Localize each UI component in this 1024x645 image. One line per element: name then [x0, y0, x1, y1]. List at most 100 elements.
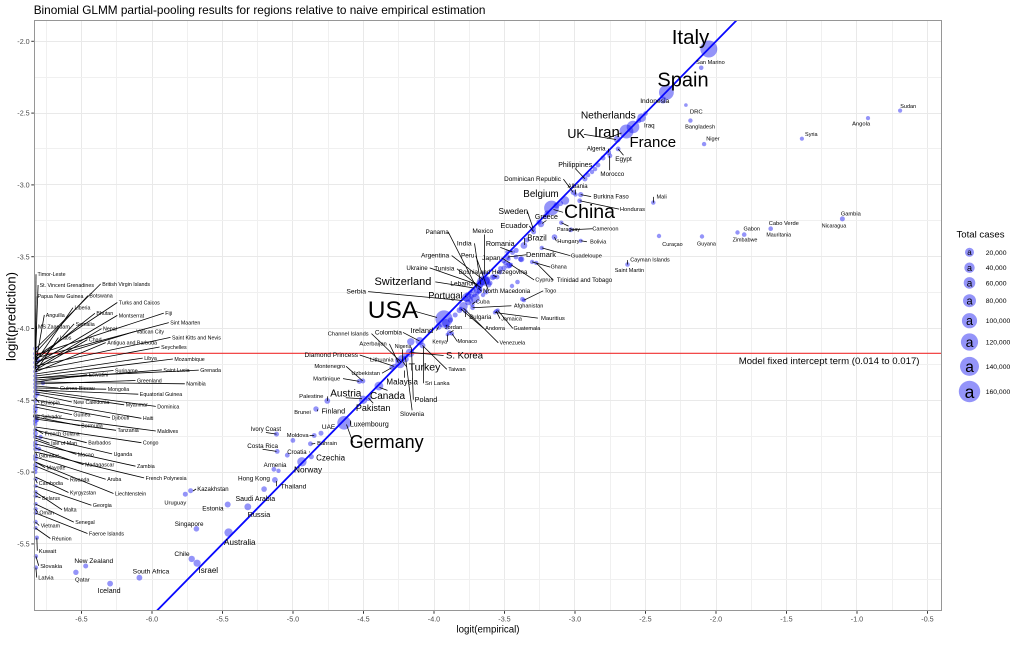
svg-text:Palestine: Palestine — [299, 394, 324, 400]
svg-text:Greenland: Greenland — [137, 378, 162, 384]
svg-text:Georgia: Georgia — [93, 503, 112, 509]
svg-text:Chile: Chile — [174, 551, 190, 558]
svg-text:UAE: UAE — [322, 424, 336, 431]
svg-text:Rwanda: Rwanda — [70, 477, 89, 483]
svg-text:logit(empirical): logit(empirical) — [457, 625, 520, 636]
svg-text:Channel Islands: Channel Islands — [328, 331, 369, 337]
svg-text:Lebanon: Lebanon — [450, 281, 476, 288]
svg-text:-4.5: -4.5 — [17, 396, 29, 405]
svg-text:Netherlands: Netherlands — [581, 111, 636, 122]
svg-text:Saint Martin: Saint Martin — [615, 268, 644, 274]
svg-text:Malta: Malta — [64, 508, 77, 514]
svg-text:Total cases: Total cases — [957, 229, 1005, 240]
svg-text:Costa Rica: Costa Rica — [247, 443, 278, 450]
svg-text:Singapore: Singapore — [175, 521, 204, 528]
svg-text:Cuba: Cuba — [476, 299, 491, 305]
svg-text:Senegal: Senegal — [75, 520, 94, 526]
svg-text:Peru: Peru — [461, 253, 475, 260]
svg-text:Slovakia: Slovakia — [40, 564, 63, 570]
svg-text:Jordan: Jordan — [445, 325, 463, 331]
svg-text:Isle of Man: Isle of Man — [51, 441, 77, 447]
svg-text:Bermuda: Bermuda — [81, 424, 103, 430]
svg-text:Indonesia: Indonesia — [640, 98, 669, 105]
svg-text:Lithuania: Lithuania — [370, 357, 394, 363]
svg-text:Israel: Israel — [199, 566, 219, 575]
svg-text:Sint Maarten: Sint Maarten — [170, 321, 200, 327]
svg-text:Ukraine: Ukraine — [406, 265, 428, 272]
svg-text:Zimbabwe: Zimbabwe — [733, 238, 758, 244]
svg-text:Ecuador: Ecuador — [500, 221, 528, 230]
svg-text:St. Vincent Grenadines: St. Vincent Grenadines — [40, 283, 95, 289]
svg-text:-2.5: -2.5 — [639, 614, 651, 623]
svg-text:-1.5: -1.5 — [780, 614, 792, 623]
svg-text:-3.0: -3.0 — [569, 614, 581, 623]
svg-text:Canada: Canada — [370, 391, 405, 402]
svg-text:Equatorial Guinea: Equatorial Guinea — [140, 392, 182, 398]
svg-text:Sri Lanka: Sri Lanka — [425, 381, 450, 387]
svg-text:Haiti: Haiti — [143, 416, 154, 422]
svg-text:Burkina Faso: Burkina Faso — [593, 194, 629, 200]
svg-text:Namibia: Namibia — [186, 382, 205, 388]
svg-text:160,000: 160,000 — [986, 389, 1011, 396]
svg-text:Estonia: Estonia — [202, 505, 224, 512]
svg-text:Madagascar: Madagascar — [85, 463, 114, 469]
svg-text:Myanmar: Myanmar — [126, 403, 148, 409]
svg-text:India: India — [457, 240, 472, 247]
svg-text:Thailand: Thailand — [281, 483, 307, 490]
svg-text:Guinea: Guinea — [73, 413, 90, 419]
svg-text:Algeria: Algeria — [587, 147, 606, 153]
svg-text:Panama: Panama — [426, 229, 450, 236]
svg-text:Luxembourg: Luxembourg — [350, 422, 389, 429]
svg-text:Curaçao: Curaçao — [662, 242, 682, 248]
svg-text:Uganda: Uganda — [114, 452, 133, 458]
svg-text:Vatican City: Vatican City — [136, 329, 164, 335]
svg-text:Iraq: Iraq — [644, 123, 655, 130]
svg-text:Antigua and Barbuda: Antigua and Barbuda — [107, 341, 157, 347]
svg-text:Tunisia: Tunisia — [434, 266, 455, 273]
svg-text:El Salvador: El Salvador — [35, 415, 62, 421]
svg-text:Cabo Verde: Cabo Verde — [769, 221, 799, 227]
svg-text:Bolivia: Bolivia — [590, 239, 607, 245]
svg-text:Paraguay: Paraguay — [557, 227, 580, 233]
svg-text:a: a — [966, 334, 974, 350]
svg-text:Andorra: Andorra — [485, 326, 506, 332]
svg-text:Malaysia: Malaysia — [386, 378, 418, 387]
svg-text:Sweden: Sweden — [499, 207, 529, 216]
svg-text:60,000: 60,000 — [986, 280, 1007, 287]
svg-text:Timor-Leste: Timor-Leste — [38, 272, 66, 278]
svg-text:Austria: Austria — [330, 388, 362, 399]
svg-text:Aruba: Aruba — [107, 477, 121, 483]
svg-text:UK: UK — [567, 127, 585, 141]
svg-text:-5.5: -5.5 — [17, 540, 29, 549]
svg-text:Jamaica: Jamaica — [501, 316, 523, 322]
svg-text:a: a — [966, 314, 973, 328]
svg-text:Suriname: Suriname — [115, 368, 138, 374]
svg-text:Grenada: Grenada — [200, 368, 221, 374]
svg-text:South Africa: South Africa — [133, 568, 170, 575]
svg-text:Honduras: Honduras — [620, 207, 645, 213]
svg-text:Iran: Iran — [594, 124, 620, 141]
svg-text:Mozambique: Mozambique — [174, 357, 204, 363]
svg-text:Monaco: Monaco — [458, 339, 478, 345]
svg-text:-5.5: -5.5 — [216, 614, 228, 623]
svg-text:Spain: Spain — [657, 69, 708, 91]
svg-text:Ghana: Ghana — [551, 265, 567, 271]
svg-text:Kuwait: Kuwait — [39, 549, 57, 555]
svg-text:80,000: 80,000 — [986, 298, 1007, 305]
svg-text:Tanzania: Tanzania — [118, 428, 139, 434]
svg-text:Trinidad and Tobago: Trinidad and Tobago — [557, 277, 613, 284]
svg-text:-5.0: -5.0 — [287, 614, 299, 623]
svg-text:logit(prediction): logit(prediction) — [4, 272, 19, 361]
svg-text:Gibraltar: Gibraltar — [39, 454, 60, 460]
svg-text:Azerbaijan: Azerbaijan — [359, 342, 386, 348]
svg-text:100,000: 100,000 — [986, 318, 1011, 325]
svg-text:Dominica: Dominica — [157, 404, 179, 410]
svg-text:Djibouti: Djibouti — [112, 416, 130, 422]
svg-text:Turks and Caicos: Turks and Caicos — [119, 300, 160, 306]
svg-text:China: China — [564, 201, 615, 223]
svg-text:Japan: Japan — [482, 255, 501, 262]
svg-text:Mauritania: Mauritania — [766, 233, 791, 239]
svg-text:Slovenia: Slovenia — [400, 411, 425, 418]
svg-text:Guyana: Guyana — [697, 242, 716, 248]
svg-text:Nepal: Nepal — [103, 327, 117, 333]
